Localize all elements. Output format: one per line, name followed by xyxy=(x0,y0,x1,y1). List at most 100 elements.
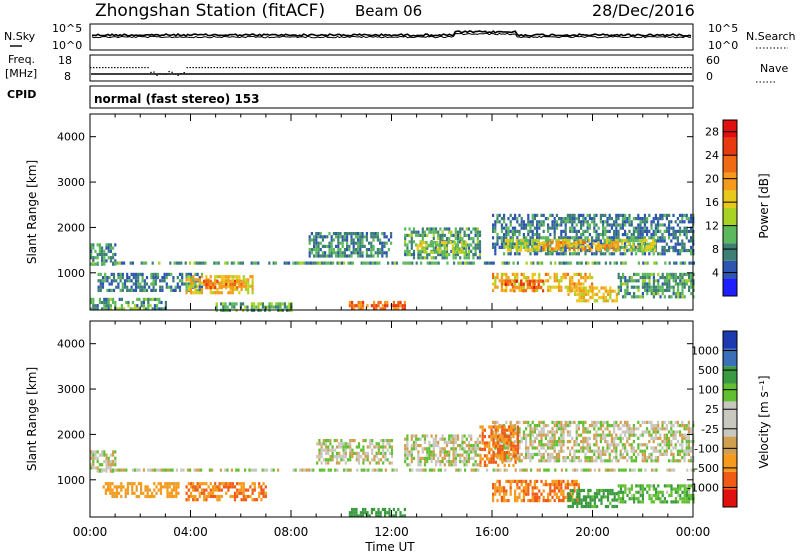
data-cell xyxy=(663,249,666,253)
data-cell xyxy=(504,279,507,283)
data-cell xyxy=(509,288,512,292)
data-cell xyxy=(584,236,587,240)
nave-point xyxy=(515,67,517,69)
nave-point xyxy=(144,67,146,69)
data-cell xyxy=(597,433,600,437)
data-cell xyxy=(537,286,540,290)
data-cell xyxy=(474,450,477,454)
data-cell xyxy=(531,443,534,447)
data-cell xyxy=(421,256,424,260)
data-cell xyxy=(104,279,107,283)
data-cell xyxy=(361,241,364,245)
data-cell xyxy=(604,213,607,217)
data-cell xyxy=(476,447,479,451)
data-cell xyxy=(636,245,639,249)
data-cell xyxy=(374,235,377,239)
data-cell xyxy=(582,449,585,453)
data-cell xyxy=(542,483,545,487)
data-cell xyxy=(646,420,649,424)
data-cell xyxy=(501,451,504,455)
nave-point xyxy=(466,67,469,69)
data-cell xyxy=(147,300,150,305)
data-cell xyxy=(415,434,418,438)
nave-point xyxy=(376,67,378,69)
data-cell xyxy=(218,286,221,290)
data-cell xyxy=(178,285,182,289)
noise-tick-left-bottom: 10^0 xyxy=(52,39,82,52)
data-cell xyxy=(581,241,585,245)
data-cell xyxy=(478,243,482,247)
data-cell xyxy=(494,454,497,458)
data-cell xyxy=(681,279,684,283)
data-cell xyxy=(518,252,521,256)
data-cell xyxy=(525,492,528,496)
data-cell xyxy=(654,459,657,463)
data-cell xyxy=(104,276,107,280)
data-cell xyxy=(428,227,431,231)
data-cell xyxy=(580,286,583,290)
data-cell xyxy=(338,461,341,465)
data-cell xyxy=(653,261,656,265)
data-cell xyxy=(526,282,529,286)
data-cell xyxy=(676,430,679,434)
data-cell xyxy=(580,272,583,276)
data-cell xyxy=(600,495,603,499)
data-cell xyxy=(168,491,171,495)
data-cell xyxy=(520,452,523,456)
data-cell xyxy=(488,441,491,445)
data-cell xyxy=(357,248,360,252)
data-cell xyxy=(196,278,199,282)
noise-strip-frame xyxy=(89,23,694,51)
data-cell xyxy=(641,285,644,289)
data-cell xyxy=(496,213,499,217)
data-cell xyxy=(355,514,358,518)
data-cell xyxy=(522,238,525,242)
data-cell xyxy=(511,242,514,246)
data-cell xyxy=(105,453,108,457)
data-cell xyxy=(582,217,585,221)
data-cell xyxy=(126,485,129,489)
nave-point xyxy=(442,67,445,69)
data-cell xyxy=(402,261,405,265)
data-cell xyxy=(512,444,515,448)
data-cell xyxy=(450,447,453,451)
data-cell xyxy=(174,288,177,292)
data-cell xyxy=(101,249,104,253)
data-cell xyxy=(533,245,536,249)
data-cell xyxy=(492,282,495,286)
data-cell xyxy=(233,498,237,502)
data-cell xyxy=(520,483,523,487)
data-cell xyxy=(362,304,365,308)
data-cell xyxy=(619,288,622,292)
data-cell xyxy=(136,297,139,301)
data-cell xyxy=(351,451,354,455)
data-cell xyxy=(659,252,662,256)
data-cell xyxy=(638,238,641,242)
data-cell xyxy=(657,229,660,233)
data-cell xyxy=(503,239,506,243)
data-cell xyxy=(591,296,594,300)
data-cell xyxy=(233,491,237,495)
data-cell xyxy=(654,430,657,434)
data-cell xyxy=(189,281,193,285)
data-cell xyxy=(580,213,583,217)
data-cell xyxy=(646,288,649,292)
data-cell xyxy=(514,454,517,458)
data-cell xyxy=(602,430,605,434)
data-cell xyxy=(553,247,556,251)
data-cell xyxy=(227,482,230,486)
data-cell xyxy=(663,436,666,440)
data-cell xyxy=(220,286,223,290)
data-cell xyxy=(595,436,598,440)
data-cell xyxy=(602,229,605,233)
data-cell xyxy=(633,292,636,296)
data-cell xyxy=(353,304,356,308)
data-cell xyxy=(674,459,677,463)
data-cell xyxy=(486,454,489,458)
data-cell xyxy=(617,272,620,276)
data-cell xyxy=(582,468,585,472)
data-cell xyxy=(261,468,264,472)
data-cell xyxy=(214,291,217,295)
data-cell xyxy=(341,235,344,239)
data-cell xyxy=(106,276,109,280)
